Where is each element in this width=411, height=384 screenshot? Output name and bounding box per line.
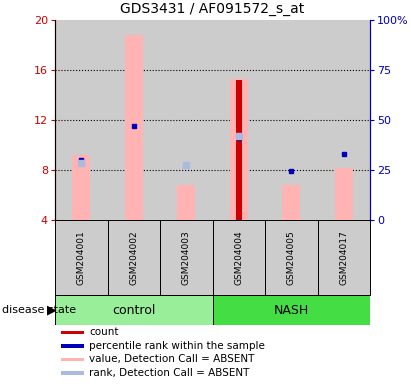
Bar xyxy=(60,371,84,375)
Bar xyxy=(265,20,318,220)
Bar xyxy=(55,20,108,220)
Bar xyxy=(282,185,300,220)
Bar xyxy=(60,344,84,348)
Bar xyxy=(212,20,265,220)
Text: GSM204002: GSM204002 xyxy=(129,230,138,285)
Text: GSM204001: GSM204001 xyxy=(77,230,86,285)
Bar xyxy=(160,20,212,220)
Text: GSM204003: GSM204003 xyxy=(182,230,191,285)
Text: NASH: NASH xyxy=(274,303,309,316)
Bar xyxy=(230,79,248,220)
Text: GSM204004: GSM204004 xyxy=(234,230,243,285)
Bar xyxy=(60,358,84,361)
Bar xyxy=(125,35,143,220)
Text: value, Detection Call = ABSENT: value, Detection Call = ABSENT xyxy=(89,354,254,364)
Bar xyxy=(160,220,212,295)
Bar xyxy=(212,295,370,325)
Bar xyxy=(55,295,212,325)
Text: GSM204005: GSM204005 xyxy=(287,230,296,285)
Bar xyxy=(55,220,108,295)
Bar xyxy=(236,80,242,220)
Text: GSM204017: GSM204017 xyxy=(339,230,348,285)
Text: count: count xyxy=(89,328,119,338)
Text: disease state: disease state xyxy=(2,305,76,315)
Bar xyxy=(60,331,84,334)
Bar xyxy=(177,185,196,220)
Bar xyxy=(318,20,370,220)
Bar xyxy=(108,220,160,295)
Bar xyxy=(318,220,370,295)
Bar xyxy=(72,155,90,220)
Text: control: control xyxy=(112,303,155,316)
Text: percentile rank within the sample: percentile rank within the sample xyxy=(89,341,265,351)
Title: GDS3431 / AF091572_s_at: GDS3431 / AF091572_s_at xyxy=(120,2,305,16)
Text: ▶: ▶ xyxy=(46,303,56,316)
Bar xyxy=(108,20,160,220)
Text: rank, Detection Call = ABSENT: rank, Detection Call = ABSENT xyxy=(89,368,249,378)
Bar xyxy=(265,220,318,295)
Bar xyxy=(335,167,353,220)
Bar xyxy=(212,220,265,295)
